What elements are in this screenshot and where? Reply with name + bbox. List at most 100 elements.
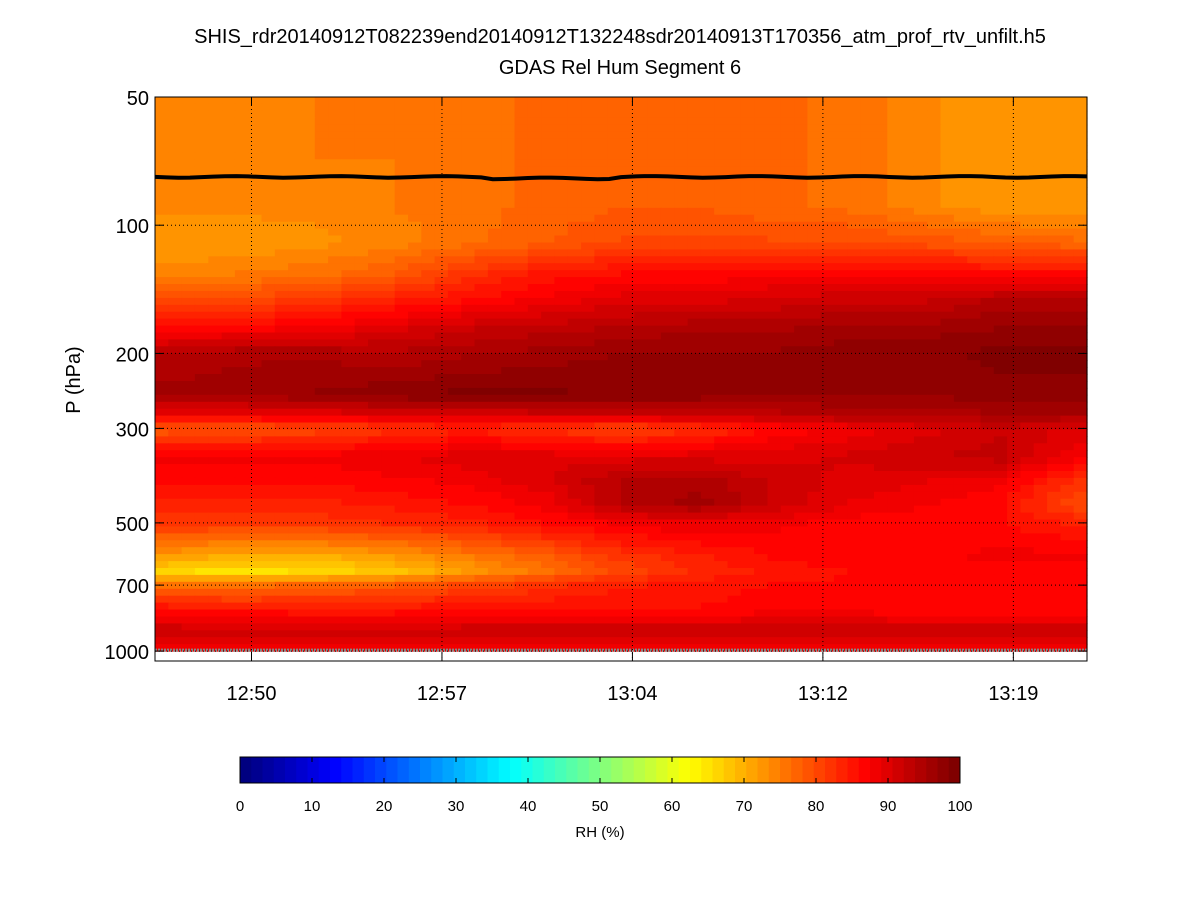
heatmap-cell <box>874 533 888 541</box>
heatmap-cell <box>301 194 316 202</box>
heatmap-cell <box>674 159 689 167</box>
heatmap-cell <box>1007 290 1021 299</box>
heatmap-cell <box>328 124 342 133</box>
heatmap-cell <box>354 228 369 237</box>
heatmap-cell <box>993 166 1008 174</box>
heatmap-cell <box>780 574 795 583</box>
heatmap-cell <box>381 332 396 340</box>
heatmap-cell <box>381 505 396 514</box>
heatmap-cell <box>554 422 569 430</box>
heatmap-cell <box>474 568 489 576</box>
heatmap-cell <box>474 325 489 334</box>
heatmap-cell <box>181 429 196 437</box>
heatmap-cell <box>647 318 662 327</box>
heatmap-cell <box>634 505 649 514</box>
heatmap-cell <box>514 117 529 126</box>
heatmap-cell <box>594 360 609 368</box>
heatmap-cell <box>341 110 356 119</box>
heatmap-cell <box>234 166 249 174</box>
heatmap-cell <box>314 477 329 486</box>
heatmap-cell <box>394 505 409 514</box>
heatmap-cell <box>660 159 675 167</box>
heatmap-cell <box>594 277 609 285</box>
heatmap-cell <box>314 311 329 320</box>
heatmap-cell <box>687 471 702 479</box>
heatmap-cell <box>288 436 302 444</box>
heatmap-cell <box>847 381 862 389</box>
heatmap-cell <box>1007 443 1021 451</box>
heatmap-cell <box>714 159 729 167</box>
heatmap-cell <box>248 353 263 361</box>
heatmap-cell <box>461 436 476 444</box>
heatmap-cell <box>301 415 316 424</box>
heatmap-cell <box>541 166 555 174</box>
heatmap-cell <box>261 381 276 389</box>
heatmap-cell <box>194 471 209 479</box>
heatmap-cell <box>634 207 649 216</box>
heatmap-cell <box>980 381 995 389</box>
heatmap-cell <box>953 270 968 278</box>
heatmap-cell <box>221 533 236 541</box>
heatmap-cell <box>447 519 462 527</box>
heatmap-cell <box>874 284 888 292</box>
heatmap-cell <box>155 180 169 188</box>
heatmap-cell <box>953 207 968 216</box>
heatmap-cell <box>754 401 768 410</box>
heatmap-cell <box>847 581 862 590</box>
heatmap-cell <box>847 498 862 507</box>
heatmap-cell <box>581 235 595 243</box>
heatmap-cell <box>1073 381 1088 389</box>
heatmap-cell <box>354 325 369 334</box>
heatmap-cell <box>288 249 302 257</box>
heatmap-cell <box>820 554 835 562</box>
heatmap-cell <box>194 311 209 320</box>
heatmap-cell <box>314 512 329 521</box>
heatmap-cell <box>314 547 329 555</box>
heatmap-cell <box>594 547 609 555</box>
heatmap-cell <box>554 103 569 112</box>
heatmap-cell <box>527 297 542 306</box>
heatmap-cell <box>541 491 555 500</box>
heatmap-cell <box>381 339 396 347</box>
heatmap-cell <box>567 152 582 160</box>
heatmap-cell <box>234 138 249 147</box>
heatmap-cell <box>1020 263 1035 271</box>
heatmap-cell <box>1060 145 1075 153</box>
heatmap-cell <box>687 484 702 493</box>
heatmap-cell <box>261 249 276 257</box>
heatmap-cell <box>847 131 862 140</box>
heatmap-cell <box>314 588 329 597</box>
heatmap-cell <box>341 367 356 375</box>
heatmap-cell <box>687 138 702 147</box>
heatmap-cell <box>794 512 808 521</box>
heatmap-cell <box>527 325 542 334</box>
heatmap-cell <box>368 325 382 334</box>
heatmap-cell <box>940 491 955 500</box>
heatmap-cell <box>953 263 968 271</box>
heatmap-cell <box>341 394 356 403</box>
heatmap-cell <box>234 332 249 340</box>
heatmap-cell <box>155 353 169 361</box>
heatmap-cell <box>714 408 729 417</box>
heatmap-cell <box>1020 97 1035 105</box>
heatmap-cell <box>740 561 755 569</box>
heatmap-cell <box>248 332 263 340</box>
heatmap-cell <box>341 200 356 209</box>
heatmap-cell <box>647 457 662 465</box>
heatmap-cell <box>621 284 635 292</box>
heatmap-cell <box>887 436 902 444</box>
heatmap-cell <box>887 533 902 541</box>
heatmap-cell <box>647 214 662 223</box>
heatmap-cell <box>288 346 302 354</box>
heatmap-cell <box>1073 401 1088 410</box>
heatmap-cell <box>1060 242 1075 250</box>
heatmap-cell <box>913 554 928 562</box>
heatmap-cell <box>860 450 875 458</box>
heatmap-cell <box>727 207 742 216</box>
heatmap-cell <box>687 457 702 465</box>
heatmap-cell <box>621 97 635 105</box>
heatmap-cell <box>221 346 236 354</box>
heatmap-cell <box>940 346 955 354</box>
heatmap-cell <box>381 214 396 223</box>
heatmap-cell <box>487 381 502 389</box>
